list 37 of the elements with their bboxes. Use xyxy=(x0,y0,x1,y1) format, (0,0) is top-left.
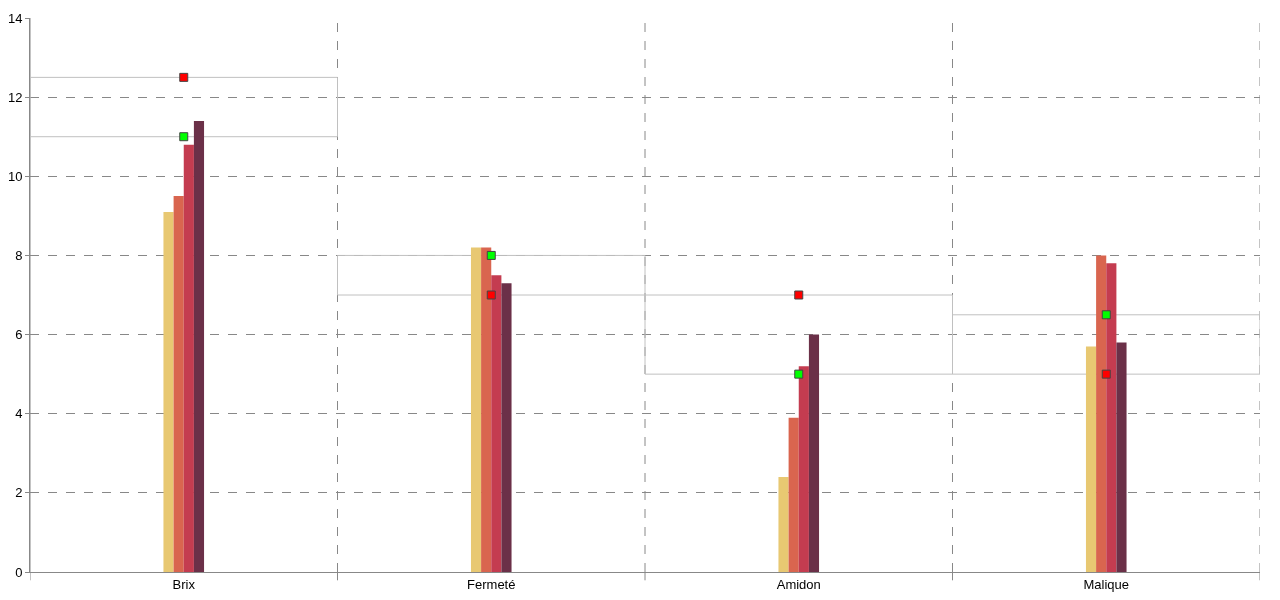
point xyxy=(179,72,189,82)
point xyxy=(794,369,804,379)
y-tick-label: 6 xyxy=(15,327,23,343)
bar xyxy=(501,283,512,572)
y-tick-label: 4 xyxy=(15,406,23,422)
bar xyxy=(1085,346,1097,572)
x-tick-label: Brix xyxy=(172,576,196,592)
bar xyxy=(808,334,820,572)
x-tick-label: Malique xyxy=(1083,576,1130,592)
bar xyxy=(163,211,174,572)
point xyxy=(794,290,804,300)
bar xyxy=(470,247,482,572)
x-tick-label: Amidon xyxy=(776,576,821,592)
bar xyxy=(481,247,492,572)
point xyxy=(179,132,189,142)
y-tick-label: 0 xyxy=(15,564,23,580)
point xyxy=(1101,310,1111,320)
bar xyxy=(778,477,789,572)
bar xyxy=(491,275,502,572)
bar xyxy=(30,76,338,138)
y-tick-label: 12 xyxy=(7,89,23,105)
bar xyxy=(798,366,809,572)
y-tick-label: 2 xyxy=(15,485,23,501)
point xyxy=(486,290,496,300)
bar xyxy=(1116,342,1127,572)
point xyxy=(1101,369,1111,379)
y-tick-label: 8 xyxy=(15,247,23,263)
bar xyxy=(788,417,799,572)
bar xyxy=(173,196,184,572)
x-tick-label: Fermeté xyxy=(467,576,516,592)
bar xyxy=(1106,263,1117,572)
bar xyxy=(1096,255,1107,572)
point xyxy=(486,250,496,260)
y-tick-label: 14 xyxy=(7,10,23,26)
bar xyxy=(193,120,205,572)
y-tick-label: 10 xyxy=(7,168,23,184)
bar xyxy=(183,144,194,572)
